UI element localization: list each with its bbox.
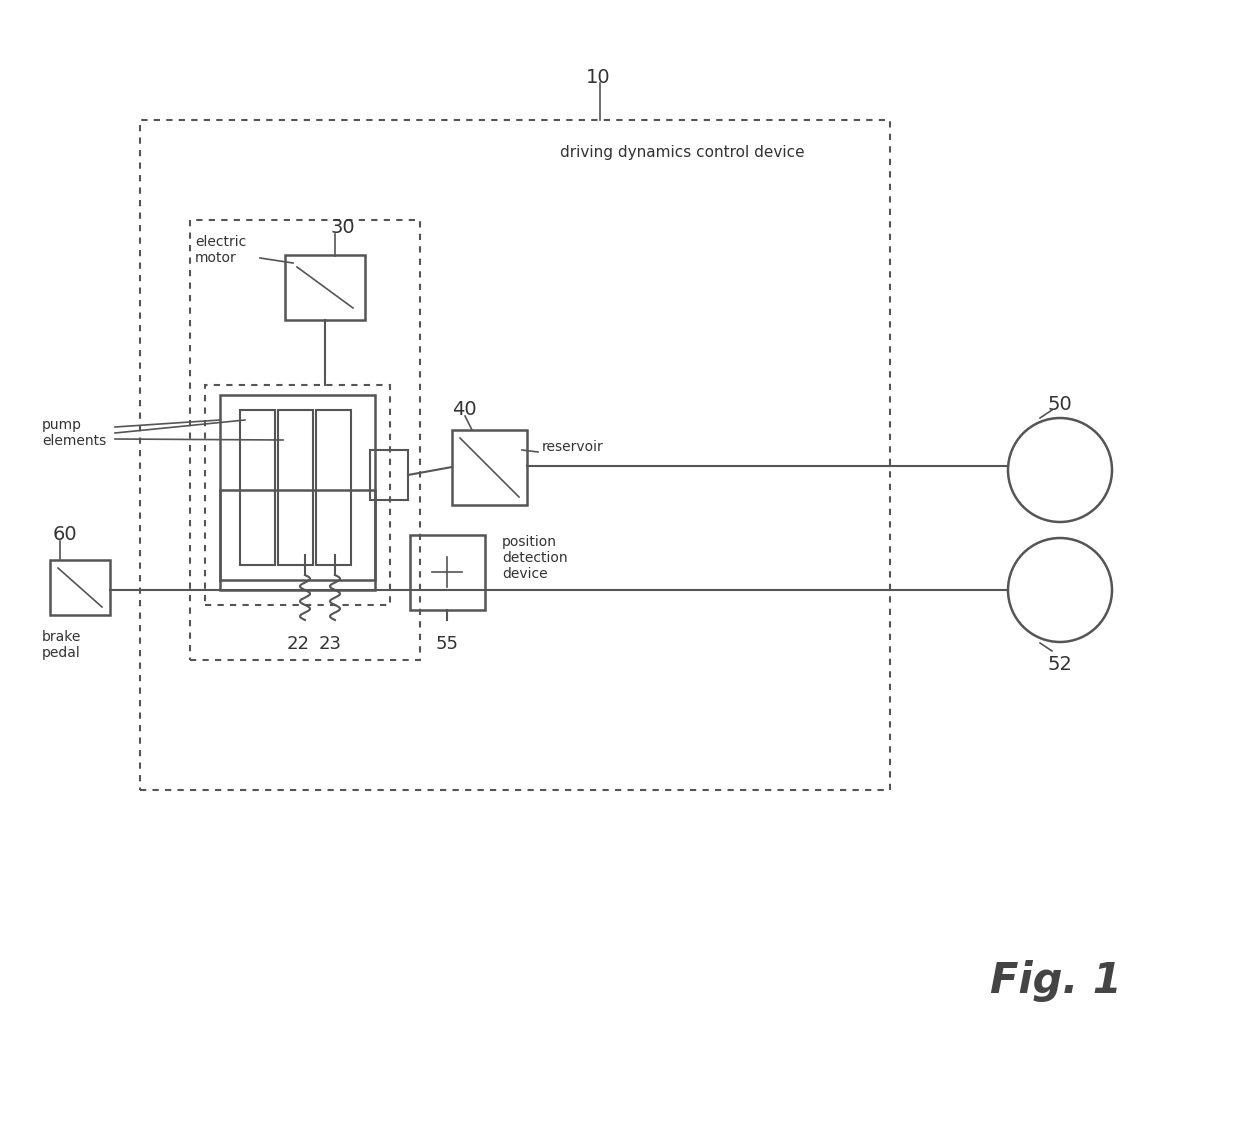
Text: 50: 50 xyxy=(1048,396,1073,414)
Bar xyxy=(190,220,420,660)
Bar xyxy=(140,120,890,790)
Text: 10: 10 xyxy=(585,68,610,87)
Bar xyxy=(410,534,485,610)
Bar xyxy=(370,450,408,499)
Text: driving dynamics control device: driving dynamics control device xyxy=(560,145,805,160)
Text: 23: 23 xyxy=(319,635,341,653)
Text: Fig. 1: Fig. 1 xyxy=(990,960,1122,1002)
Text: 55: 55 xyxy=(435,635,459,653)
Bar xyxy=(219,396,374,580)
Text: reservoir: reservoir xyxy=(542,440,604,454)
Bar xyxy=(285,255,365,320)
Bar xyxy=(219,490,374,590)
Text: 22: 22 xyxy=(286,635,310,653)
Text: 40: 40 xyxy=(453,400,476,419)
Bar xyxy=(50,560,110,615)
Bar xyxy=(241,410,275,565)
Bar xyxy=(205,385,391,605)
Text: pump
elements: pump elements xyxy=(42,418,107,449)
Bar xyxy=(278,410,312,565)
Bar xyxy=(453,431,527,505)
Text: position
detection
device: position detection device xyxy=(502,534,568,582)
Text: 60: 60 xyxy=(53,525,78,544)
Text: 52: 52 xyxy=(1048,655,1073,673)
Text: electric
motor: electric motor xyxy=(195,235,247,266)
Text: 30: 30 xyxy=(330,218,355,237)
Bar xyxy=(316,410,351,565)
Text: brake
pedal: brake pedal xyxy=(42,631,82,660)
